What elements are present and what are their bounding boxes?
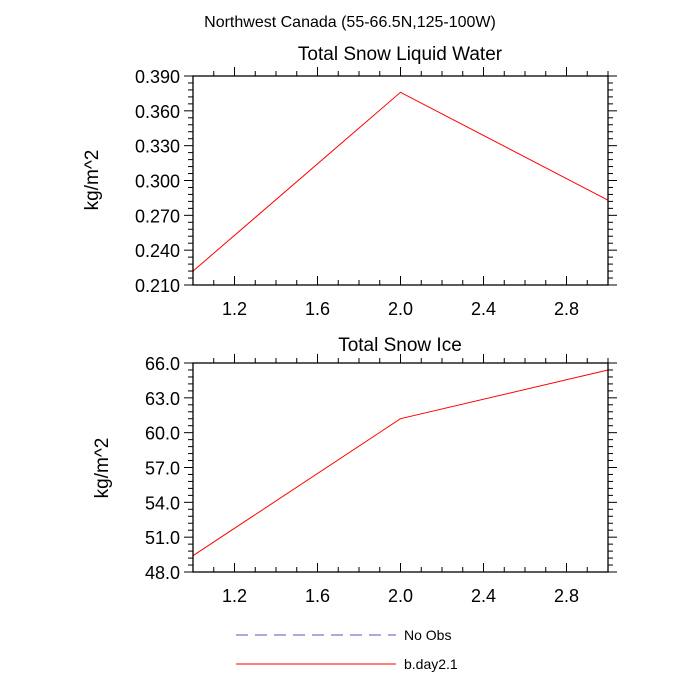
panel-snow-liquid-water: Total Snow Liquid Water kg/m^2 1.2 1.6 2.0… — [82, 44, 617, 319]
x-tick-label: 2.0 — [388, 586, 413, 606]
plot-frame — [192, 362, 609, 573]
y-tick-label: 60.0 — [145, 424, 180, 444]
series-line — [192, 369, 609, 557]
panel-snow-ice: Total Snow Ice kg/m^2 1.2 1.6 2.0 2.4 2.8 48.… — [92, 335, 617, 606]
y-tick-label: 66.0 — [145, 354, 180, 374]
x-tick-label: 1.6 — [305, 299, 330, 319]
legend: No Obs b.day2.1 — [236, 627, 458, 672]
series-group — [192, 369, 609, 557]
y-tick-label: 0.330 — [135, 137, 180, 157]
x-tick-label: 2.0 — [388, 299, 413, 319]
panel-title: Total Snow Liquid Water — [298, 44, 503, 65]
figure-suptitle: Northwest Canada (55-66.5N,125-100W) — [204, 14, 496, 31]
x-tick-label: 1.2 — [222, 586, 247, 606]
panel-title: Total Snow Ice — [338, 335, 462, 356]
y-tick-label: 0.210 — [135, 276, 180, 296]
axes-group: 1.2 1.6 2.0 2.4 2.8 0.210 0.240 0.270 0.300 0.330… — [135, 67, 617, 319]
legend-label: b.day2.1 — [404, 656, 458, 672]
legend-entry-b-day2-1: b.day2.1 — [236, 656, 458, 672]
y-tick-label: 54.0 — [145, 493, 180, 513]
series-group — [192, 91, 609, 272]
plot-frame — [192, 75, 609, 286]
x-tick-label: 1.6 — [305, 586, 330, 606]
x-tick-label: 2.4 — [471, 299, 496, 319]
x-tick-label: 2.8 — [554, 586, 579, 606]
y-tick-label: 0.390 — [135, 67, 180, 87]
x-tick-label: 2.8 — [554, 299, 579, 319]
y-tick-label: 0.360 — [135, 102, 180, 122]
series-line — [192, 91, 609, 272]
y-tick-label: 0.270 — [135, 206, 180, 226]
legend-label: No Obs — [404, 627, 451, 643]
y-tick-label: 0.240 — [135, 241, 180, 261]
y-tick-label: 48.0 — [145, 563, 180, 583]
y-tick-label: 63.0 — [145, 389, 180, 409]
y-tick-label: 57.0 — [145, 459, 180, 479]
y-axis-label: kg/m^2 — [92, 438, 113, 499]
axes-group: 1.2 1.6 2.0 2.4 2.8 48.0 51.0 54.0 57.0 60.0 63.0 6… — [145, 354, 617, 606]
x-tick-label: 2.4 — [471, 586, 496, 606]
y-tick-label: 51.0 — [145, 528, 180, 548]
legend-entry-no-obs: No Obs — [236, 627, 451, 643]
x-tick-label: 1.2 — [222, 299, 247, 319]
y-axis-label: kg/m^2 — [82, 150, 103, 211]
y-tick-label: 0.300 — [135, 172, 180, 192]
